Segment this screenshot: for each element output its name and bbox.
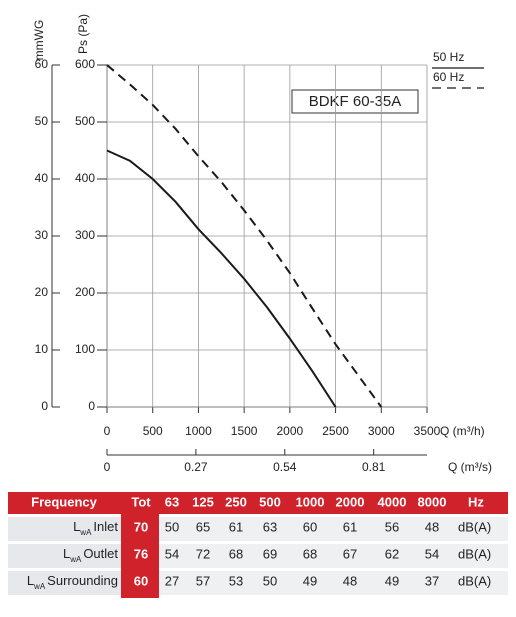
x2-tick-label: 0.81 [362,460,386,474]
unit-cell: dB(A) [458,573,491,588]
value-cell: 60 [303,519,317,534]
value-cell: 62 [385,546,399,561]
y-tick-label: 400 [75,171,95,185]
value-cell: 65 [196,519,210,534]
x-axis-title: Q (m³/h) [440,424,485,438]
value-cell: 27 [165,573,179,588]
x-tick-label: 3500 [414,424,441,438]
series-line [106,64,383,408]
table-header-cell: 500 [259,494,281,509]
table-header-bg [8,492,508,514]
value-cell: 67 [343,546,357,561]
x-tick-label: 3000 [368,424,395,438]
table-header-cell: 4000 [378,494,407,509]
y-tick-label: 0 [88,399,95,413]
x-tick-label: 1000 [185,424,212,438]
tot-cell: 60 [134,573,148,588]
legend-label: 50 Hz [433,50,464,64]
y2-tick-label: 30 [35,228,49,242]
value-cell: 50 [165,519,179,534]
table-row-bg [159,571,508,595]
unit-cell: dB(A) [458,519,491,534]
legend-label: 60 Hz [433,70,464,84]
label-symbol: L [63,546,70,561]
value-cell: 48 [425,519,439,534]
x-tick-label: 2000 [277,424,304,438]
y2-tick-label: 40 [35,171,49,185]
value-cell: 50 [263,573,277,588]
value-cell: 54 [165,546,179,561]
value-cell: 56 [385,519,399,534]
y-axis-title: Ps (Pa) [76,14,90,54]
label-sub: wA [69,555,82,564]
y-tick-label: 100 [75,342,95,356]
table-row-bg [159,517,508,541]
label-sub: wA [33,582,46,591]
table-row-bg [159,544,508,568]
y-tick-label: 500 [75,114,95,128]
label-name: Surrounding [47,573,118,588]
y2-tick-label: 20 [35,285,49,299]
table-row-bg [8,544,121,568]
y2-tick-label: 0 [41,399,48,413]
unit-cell: dB(A) [458,546,491,561]
y2-tick-label: 10 [35,342,49,356]
value-cell: 54 [425,546,439,561]
row-label: LwA Surrounding [27,573,118,591]
label-symbol: L [73,519,80,534]
y2-tick-label: 50 [35,114,49,128]
x2-tick-label: 0 [104,460,111,474]
y2-axis-title: mmWG [32,20,46,61]
table-header-cell: 250 [225,494,247,509]
table-header-cell: Tot [131,494,151,509]
value-cell: 72 [196,546,210,561]
value-cell: 49 [385,573,399,588]
label-box-text: BDKF 60-35A [309,93,402,110]
value-cell: 48 [343,573,357,588]
value-cell: 49 [303,573,317,588]
label-box [291,89,419,114]
table-header-cell: Hz [468,494,484,509]
label-sub: wA [79,528,92,537]
value-cell: 53 [229,573,243,588]
y-tick-label: 300 [75,228,95,242]
series-line [106,149,337,408]
table-header-cell: 2000 [336,494,365,509]
value-cell: 68 [229,546,243,561]
label-name: Inlet [93,519,118,534]
tot-column-bg [121,514,159,598]
value-cell: 61 [343,519,357,534]
x-tick-label: 2500 [322,424,349,438]
value-cell: 63 [263,519,277,534]
table-header-cell: Frequency [31,494,98,509]
table-header-cell: 8000 [418,494,447,509]
label-name: Outlet [83,546,118,561]
table-header-cell: 125 [192,494,214,509]
value-cell: 57 [196,573,210,588]
table-header-cell: 1000 [296,494,325,509]
table-header-cell: 63 [165,494,179,509]
x-tick-label: 1500 [231,424,258,438]
y-tick-label: 600 [75,57,95,71]
row-label: LwA Outlet [63,546,118,564]
value-cell: 37 [425,573,439,588]
row-label: LwA Inlet [73,519,118,537]
table-row-bg [8,571,121,595]
y-tick-label: 200 [75,285,95,299]
value-cell: 69 [263,546,277,561]
x2-axis-title: Q (m³/s) [448,460,492,474]
x2-tick-label: 0.54 [273,460,297,474]
x-tick-label: 0 [104,424,111,438]
value-cell: 61 [229,519,243,534]
value-cell: 68 [303,546,317,561]
tot-cell: 76 [134,546,148,561]
tot-cell: 70 [134,519,148,534]
y2-tick-label: 60 [35,57,49,71]
table-row-bg [8,517,121,541]
x2-tick-label: 0.27 [184,460,208,474]
label-symbol: L [27,573,34,588]
x-tick-label: 500 [143,424,163,438]
